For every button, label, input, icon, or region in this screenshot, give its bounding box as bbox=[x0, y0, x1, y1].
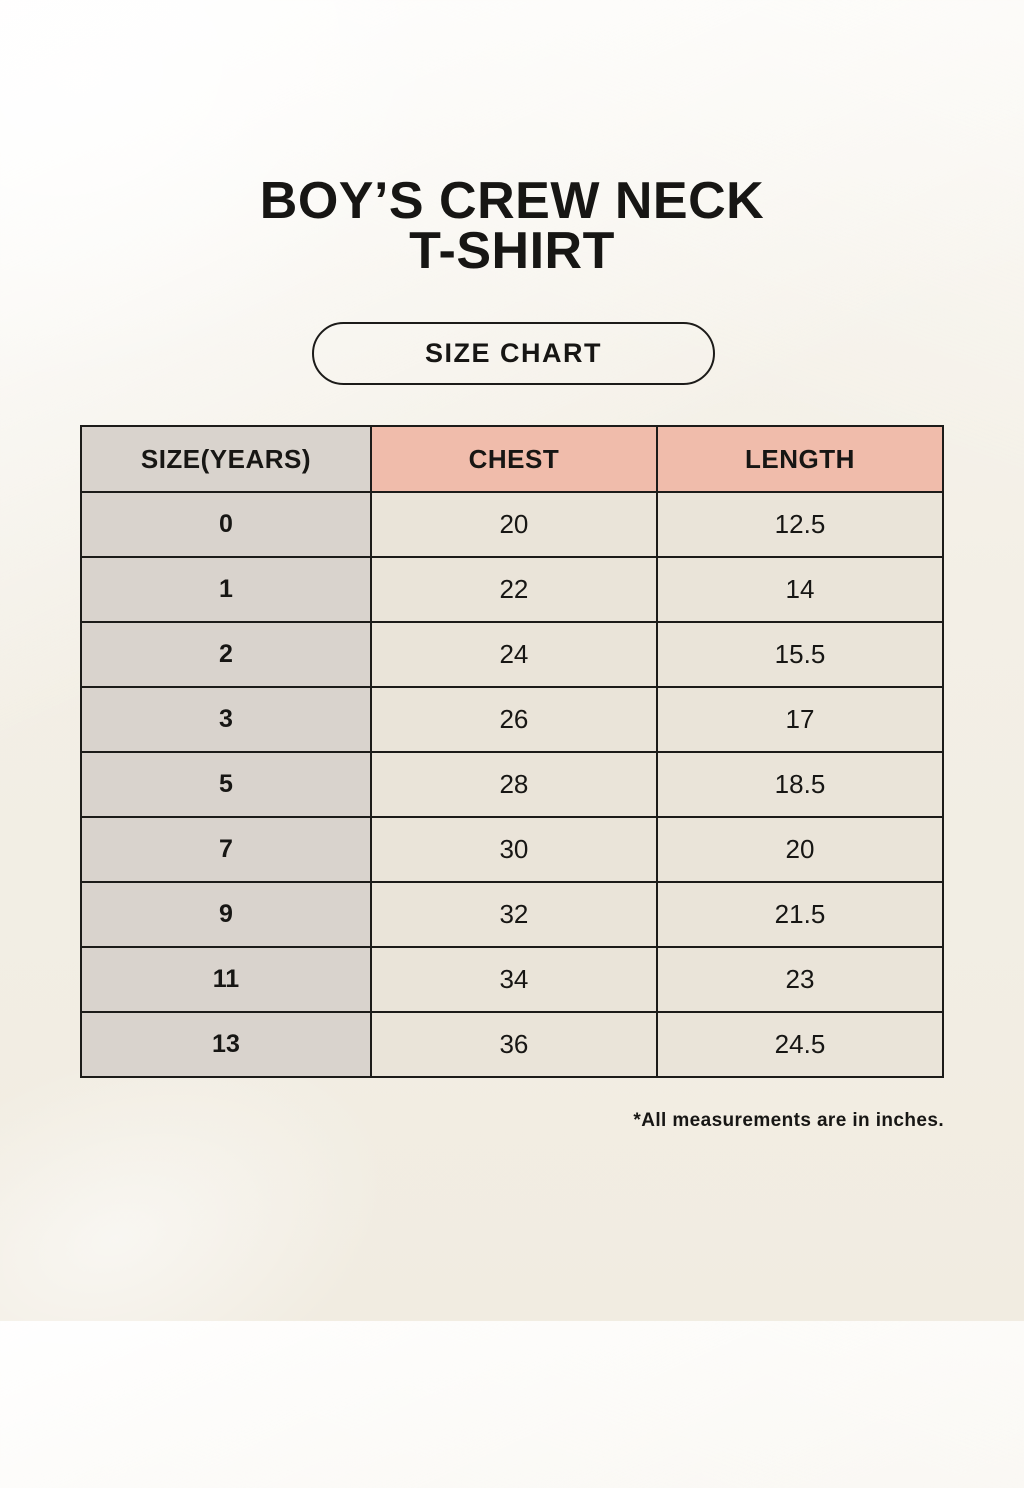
cell-length: 17 bbox=[655, 686, 945, 753]
measurements-footnote: *All measurements are in inches. bbox=[633, 1110, 944, 1131]
table-row: 13 36 24.5 bbox=[80, 1011, 945, 1078]
cell-chest: 36 bbox=[369, 1011, 658, 1078]
cell-chest: 28 bbox=[369, 751, 658, 818]
column-header-chest: CHEST bbox=[369, 425, 658, 493]
cell-chest: 22 bbox=[369, 556, 658, 623]
cell-chest: 26 bbox=[369, 686, 658, 753]
page-title-line2: T-SHIRT bbox=[409, 222, 615, 280]
cell-size: 9 bbox=[80, 881, 372, 948]
size-chart-badge-label: SIZE CHART bbox=[425, 338, 602, 368]
cell-length: 20 bbox=[655, 816, 945, 883]
cell-length: 21.5 bbox=[655, 881, 945, 948]
cell-chest: 34 bbox=[369, 946, 658, 1013]
cell-chest: 30 bbox=[369, 816, 658, 883]
table-row: 0 20 12.5 bbox=[80, 491, 945, 558]
table-row: 11 34 23 bbox=[80, 946, 945, 1013]
table-header-row: SIZE(YEARS) CHEST LENGTH bbox=[80, 425, 945, 493]
size-chart-badge: SIZE CHART bbox=[312, 322, 715, 385]
table-row: 1 22 14 bbox=[80, 556, 945, 623]
column-header-size: SIZE(YEARS) bbox=[80, 425, 372, 493]
cell-chest: 20 bbox=[369, 491, 658, 558]
column-header-length: LENGTH bbox=[655, 425, 945, 493]
cell-chest: 32 bbox=[369, 881, 658, 948]
cell-length: 23 bbox=[655, 946, 945, 1013]
cell-size: 3 bbox=[80, 686, 372, 753]
table-row: 3 26 17 bbox=[80, 686, 945, 753]
cell-size: 5 bbox=[80, 751, 372, 818]
table-row: 2 24 15.5 bbox=[80, 621, 945, 688]
cell-length: 24.5 bbox=[655, 1011, 945, 1078]
table-row: 9 32 21.5 bbox=[80, 881, 945, 948]
cell-size: 2 bbox=[80, 621, 372, 688]
cell-length: 12.5 bbox=[655, 491, 945, 558]
cell-size: 13 bbox=[80, 1011, 372, 1078]
page-title: BOY’S CREW NECK T-SHIRT bbox=[0, 172, 1024, 280]
cell-length: 18.5 bbox=[655, 751, 945, 818]
cell-size: 0 bbox=[80, 491, 372, 558]
size-table: SIZE(YEARS) CHEST LENGTH 0 20 12.5 1 22 … bbox=[80, 425, 945, 1078]
cell-length: 14 bbox=[655, 556, 945, 623]
cell-size: 1 bbox=[80, 556, 372, 623]
table-row: 5 28 18.5 bbox=[80, 751, 945, 818]
cell-size: 11 bbox=[80, 946, 372, 1013]
page-title-line1: BOY’S CREW NECK bbox=[259, 172, 765, 230]
cell-size: 7 bbox=[80, 816, 372, 883]
cell-chest: 24 bbox=[369, 621, 658, 688]
table-row: 7 30 20 bbox=[80, 816, 945, 883]
cell-length: 15.5 bbox=[655, 621, 945, 688]
